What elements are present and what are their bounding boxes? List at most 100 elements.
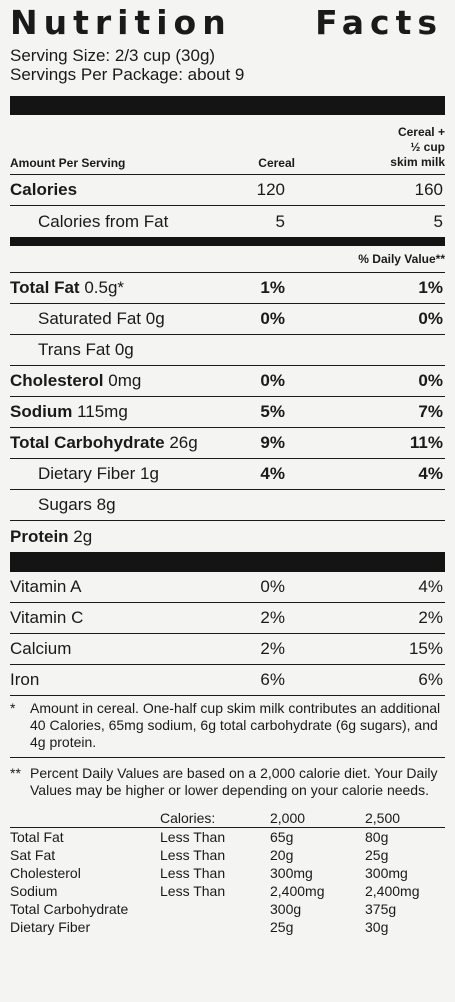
dv-row-name: Sat Fat bbox=[10, 847, 56, 863]
column-header: Amount Per Serving Cereal Cereal + ½ cup… bbox=[10, 115, 445, 175]
dv-row-2000: 2,400mg bbox=[270, 883, 325, 899]
nutrient-row: Sodium 115mg 5% 7% bbox=[10, 397, 445, 428]
nutrient-dv-with-milk: 1% bbox=[418, 278, 443, 297]
dv-row-2000: 65g bbox=[270, 829, 294, 845]
dv-2500: 2,500 bbox=[365, 810, 401, 826]
dv-row-limit: Less Than bbox=[160, 829, 226, 845]
dv-empty bbox=[10, 809, 160, 827]
vitamin-row: Vitamin C 2% 2% bbox=[10, 603, 445, 634]
nutrient-name: Total Carbohydrate bbox=[10, 433, 165, 452]
vitamin-row: Calcium 2% 15% bbox=[10, 634, 445, 665]
dv-row-2000: 25g bbox=[270, 919, 294, 935]
vitamin-row: Vitamin A 0% 4% bbox=[10, 572, 445, 603]
nutrient-row: Dietary Fiber 1g 4% 4% bbox=[10, 459, 445, 490]
dv-row-2000: 300g bbox=[270, 901, 302, 917]
daily-value-rows: Total Fat Less Than 65g 80g Sat Fat Less Than… bbox=[10, 828, 445, 936]
nutrient-dv-cereal: 4% bbox=[260, 464, 285, 483]
servings-per-package: Servings Per Package: about 9 bbox=[10, 65, 245, 84]
dv-row-name: Sodium bbox=[10, 883, 58, 899]
nutrient-label: Trans Fat 0g bbox=[10, 340, 205, 360]
calories-label: Calories bbox=[10, 180, 78, 199]
nutrient-label: Sodium 115mg bbox=[10, 402, 205, 422]
nutrient-dv-cereal: 0% bbox=[260, 309, 285, 328]
nutrient-label: Sugars 8g bbox=[10, 495, 205, 515]
nutrient-name: Dietary Fiber bbox=[38, 464, 136, 483]
panel-title: Nutrition Facts bbox=[10, 0, 445, 46]
nutrient-label: Total Fat 0.5g* bbox=[10, 278, 205, 298]
title-word-1: Nutrition bbox=[10, 3, 232, 42]
cereal-milk-line-2: ½ cup bbox=[410, 140, 445, 154]
nutrient-row: Protein 2g bbox=[10, 521, 445, 552]
vitamin-row: Iron 6% 6% bbox=[10, 665, 445, 696]
dv-row-2500: 30g bbox=[365, 919, 389, 935]
footnote-2-mark: ** bbox=[10, 765, 21, 781]
nutrient-amount: 1g bbox=[140, 464, 159, 483]
vitamin-name: Calcium bbox=[10, 639, 72, 658]
vitamin-list: Vitamin A 0% 4% Vitamin C 2% 2% Calcium 2% 15% Ir… bbox=[10, 572, 445, 696]
dv-table-divider bbox=[10, 827, 445, 828]
nutrient-amount: 115mg bbox=[77, 402, 128, 421]
dv-2000: 2,000 bbox=[270, 810, 306, 826]
footnote-daily-values: ** Percent Daily Values are based on a 2… bbox=[10, 765, 445, 799]
calories-fat-label: Calories from Fat bbox=[38, 211, 169, 231]
nutrient-name: Cholesterol bbox=[10, 371, 104, 390]
dv-row-limit: Less Than bbox=[160, 847, 226, 863]
nutrient-amount: 0mg bbox=[108, 371, 142, 390]
calories-row: Calories 120 160 bbox=[10, 175, 445, 206]
dv-row-name: Total Fat bbox=[10, 829, 64, 845]
footnote-1-mark: * bbox=[10, 700, 16, 716]
dv-row-limit: Less Than bbox=[160, 865, 226, 881]
dv-row-limit bbox=[160, 900, 270, 918]
vitamin-name: Vitamin C bbox=[10, 608, 84, 627]
dv-row-name: Cholesterol bbox=[10, 865, 81, 881]
title-word-2: Facts bbox=[315, 3, 443, 42]
dv-row-2000: 300mg bbox=[270, 865, 313, 881]
nutrient-dv-cereal: 0% bbox=[260, 371, 285, 390]
nutrient-list: Total Fat 0.5g* 1% 1% Saturated Fat 0g 0% 0% T… bbox=[10, 273, 445, 552]
nutrient-name: Total Fat bbox=[10, 278, 80, 297]
footnote-divider bbox=[10, 757, 445, 758]
nutrient-row: Trans Fat 0g bbox=[10, 335, 445, 366]
nutrient-amount: 8g bbox=[96, 495, 116, 514]
calories-fat-cereal: 5 bbox=[275, 211, 285, 231]
nutrient-name: Trans Fat bbox=[38, 340, 111, 359]
dv-calories-label: Calories: bbox=[160, 810, 216, 826]
dv-row-2500: 80g bbox=[365, 829, 389, 845]
nutrient-label: Saturated Fat 0g bbox=[10, 309, 205, 329]
dv-table-header: Calories: 2,000 2,500 bbox=[10, 809, 445, 827]
nutrient-row: Total Fat 0.5g* 1% 1% bbox=[10, 273, 445, 304]
nutrient-name: Sodium bbox=[10, 402, 73, 421]
calories-fat-with-milk: 5 bbox=[433, 211, 443, 231]
nutrient-dv-cereal: 1% bbox=[260, 278, 285, 297]
nutrient-dv-with-milk: 7% bbox=[418, 402, 443, 421]
nutrient-row: Total Carbohydrate 26g 9% 11% bbox=[10, 428, 445, 459]
dv-table-row: Total Fat Less Than 65g 80g bbox=[10, 828, 445, 846]
nutrient-amount: 26g bbox=[169, 433, 198, 452]
thick-divider-vitamins bbox=[10, 552, 445, 572]
nutrient-amount: 0g bbox=[114, 340, 134, 359]
daily-value-table: Calories: 2,000 2,500 bbox=[10, 809, 445, 827]
nutrient-dv-cereal: 5% bbox=[260, 402, 285, 421]
dv-table-row: Sodium Less Than 2,400mg 2,400mg bbox=[10, 882, 445, 900]
nutrient-dv-with-milk: 0% bbox=[418, 309, 443, 328]
calories-with-milk: 160 bbox=[414, 180, 443, 199]
vitamin-dv-cereal: 2% bbox=[260, 639, 285, 658]
calories-fat-row: Calories from Fat 5 5 bbox=[10, 206, 445, 237]
nutrient-label: Cholesterol 0mg bbox=[10, 371, 205, 391]
nutrient-name: Sugars bbox=[38, 495, 92, 514]
nutrient-amount: 0.5g* bbox=[84, 278, 125, 297]
nutrient-label: Dietary Fiber 1g bbox=[10, 464, 205, 484]
vitamin-dv-cereal: 2% bbox=[260, 608, 285, 627]
nutrient-name: Saturated Fat bbox=[38, 309, 142, 328]
thick-divider bbox=[10, 96, 445, 115]
nutrient-amount: 2g bbox=[73, 526, 93, 546]
vitamin-dv-with-milk: 15% bbox=[408, 639, 443, 658]
cereal-column-label: Cereal bbox=[258, 156, 295, 170]
footnote-2-text: Percent Daily Values are based on a 2,00… bbox=[30, 765, 438, 798]
dv-row-2500: 300mg bbox=[365, 865, 408, 881]
dv-table-row: Sat Fat Less Than 20g 25g bbox=[10, 846, 445, 864]
amount-per-serving-label: Amount Per Serving bbox=[10, 156, 126, 170]
cereal-milk-column-label: Cereal + ½ cup skim milk bbox=[295, 125, 445, 170]
medium-divider bbox=[10, 237, 445, 246]
nutrient-dv-with-milk: 0% bbox=[418, 371, 443, 390]
